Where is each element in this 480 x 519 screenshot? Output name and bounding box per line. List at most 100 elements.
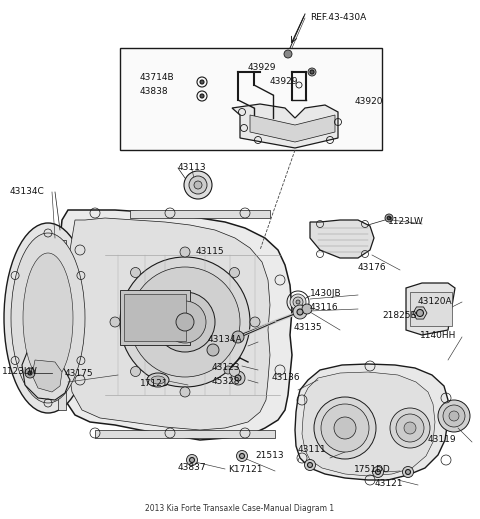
Circle shape xyxy=(387,216,391,220)
Ellipse shape xyxy=(130,267,240,377)
Text: 43838: 43838 xyxy=(140,88,168,97)
Text: 1140HH: 1140HH xyxy=(420,332,456,340)
Circle shape xyxy=(232,331,244,343)
Text: 43121: 43121 xyxy=(375,480,404,488)
Ellipse shape xyxy=(120,257,250,387)
Text: 43175: 43175 xyxy=(65,370,94,378)
Ellipse shape xyxy=(438,400,470,432)
Text: 17121: 17121 xyxy=(140,379,168,389)
Text: 43119: 43119 xyxy=(428,435,456,444)
Circle shape xyxy=(224,366,232,374)
Circle shape xyxy=(297,309,303,315)
Circle shape xyxy=(110,317,120,327)
Circle shape xyxy=(190,458,194,462)
Bar xyxy=(120,48,382,150)
Circle shape xyxy=(187,455,197,466)
Ellipse shape xyxy=(164,301,206,343)
Circle shape xyxy=(237,450,248,461)
Ellipse shape xyxy=(404,422,416,434)
Text: 43116: 43116 xyxy=(310,304,338,312)
Circle shape xyxy=(200,94,204,98)
Bar xyxy=(124,294,186,341)
Text: 43135: 43135 xyxy=(294,323,323,333)
Circle shape xyxy=(207,344,219,356)
Circle shape xyxy=(302,304,312,314)
Polygon shape xyxy=(95,430,275,438)
Text: 43115: 43115 xyxy=(196,248,225,256)
Text: 43176: 43176 xyxy=(358,264,386,272)
Polygon shape xyxy=(310,220,374,258)
Text: 43929: 43929 xyxy=(270,77,299,87)
Text: 43113: 43113 xyxy=(178,163,206,172)
Text: 43837: 43837 xyxy=(178,463,206,472)
Ellipse shape xyxy=(151,376,165,384)
Circle shape xyxy=(180,247,190,257)
Circle shape xyxy=(25,368,35,378)
Polygon shape xyxy=(295,364,448,480)
Circle shape xyxy=(180,387,190,397)
Text: 43123: 43123 xyxy=(212,363,240,373)
Ellipse shape xyxy=(390,408,430,448)
Circle shape xyxy=(304,459,315,471)
Ellipse shape xyxy=(147,373,169,387)
Text: 43111: 43111 xyxy=(298,445,326,455)
Ellipse shape xyxy=(176,313,194,331)
Circle shape xyxy=(231,371,245,385)
Text: 21825B: 21825B xyxy=(382,311,417,321)
Circle shape xyxy=(131,366,141,376)
Circle shape xyxy=(229,267,240,278)
Circle shape xyxy=(293,305,307,319)
Circle shape xyxy=(308,462,312,468)
Text: 43134C: 43134C xyxy=(10,187,45,197)
Polygon shape xyxy=(302,372,435,476)
Circle shape xyxy=(200,80,204,84)
Circle shape xyxy=(250,317,260,327)
Polygon shape xyxy=(130,210,270,218)
Circle shape xyxy=(406,470,410,474)
Ellipse shape xyxy=(334,417,356,439)
Text: 43136: 43136 xyxy=(272,374,300,383)
Polygon shape xyxy=(232,104,338,148)
Circle shape xyxy=(403,467,413,477)
Ellipse shape xyxy=(314,397,376,459)
Bar xyxy=(120,290,190,345)
Bar xyxy=(410,292,452,326)
Text: 43714B: 43714B xyxy=(140,74,175,83)
Circle shape xyxy=(308,68,316,76)
Circle shape xyxy=(290,294,306,310)
Circle shape xyxy=(235,375,241,381)
Ellipse shape xyxy=(184,171,212,199)
Circle shape xyxy=(229,366,240,376)
Text: REF.43-430A: REF.43-430A xyxy=(310,13,366,22)
Ellipse shape xyxy=(23,253,73,383)
Text: 43920: 43920 xyxy=(355,98,384,106)
Ellipse shape xyxy=(443,405,465,427)
Circle shape xyxy=(372,467,384,477)
Circle shape xyxy=(310,70,314,74)
Text: K17121: K17121 xyxy=(228,466,263,474)
Ellipse shape xyxy=(449,411,459,421)
Text: 1751DD: 1751DD xyxy=(354,466,391,474)
Text: 2013 Kia Forte Transaxle Case-Manual Diagram 1: 2013 Kia Forte Transaxle Case-Manual Dia… xyxy=(145,504,335,513)
Ellipse shape xyxy=(321,404,369,452)
Circle shape xyxy=(375,470,381,474)
Polygon shape xyxy=(22,350,70,400)
Polygon shape xyxy=(32,360,62,392)
Text: 43134A: 43134A xyxy=(208,335,242,345)
Circle shape xyxy=(385,214,393,222)
Circle shape xyxy=(284,50,292,58)
Ellipse shape xyxy=(4,223,92,413)
Polygon shape xyxy=(58,210,292,440)
Polygon shape xyxy=(413,307,427,319)
Polygon shape xyxy=(58,240,66,410)
Circle shape xyxy=(240,454,244,458)
Text: 43929: 43929 xyxy=(248,63,276,73)
Polygon shape xyxy=(68,218,270,430)
Polygon shape xyxy=(406,283,455,335)
Ellipse shape xyxy=(155,292,215,352)
Circle shape xyxy=(293,297,303,307)
Circle shape xyxy=(131,267,141,278)
Circle shape xyxy=(417,309,423,317)
Circle shape xyxy=(296,300,300,304)
Text: 1430JB: 1430JB xyxy=(310,290,342,298)
